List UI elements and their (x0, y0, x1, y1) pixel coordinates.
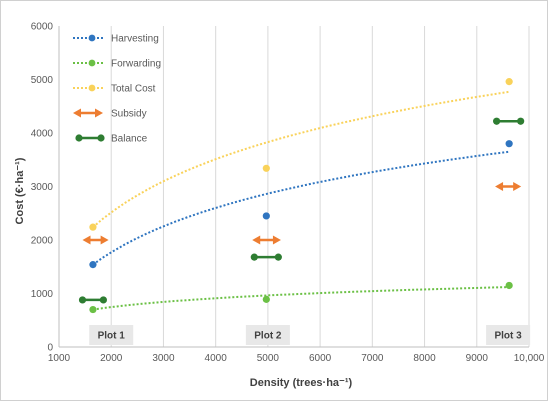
arrow-head-left (252, 235, 261, 245)
x-tick-label: 5000 (257, 353, 280, 364)
data-point (89, 223, 97, 231)
trendline (92, 90, 510, 228)
plot-label-box (486, 325, 531, 345)
legend-swatch-balance (75, 134, 105, 142)
dumbbell-end (75, 134, 83, 142)
legend-swatch-marker (88, 59, 96, 67)
legend-swatch-marker (88, 34, 96, 42)
y-tick-label: 6000 (31, 22, 54, 33)
grid-layer (110, 26, 530, 347)
legend-label: Forwarding (111, 59, 161, 70)
dumbbell-end (493, 117, 501, 125)
arrow-head-right (272, 235, 281, 245)
y-tick-label: 5000 (31, 75, 54, 86)
data-point (89, 261, 97, 269)
x-tick-label: 8000 (413, 353, 436, 364)
dumbbell-end (99, 296, 107, 304)
plot-label: Plot 2 (254, 331, 282, 342)
x-tick-label: 3000 (152, 353, 175, 364)
y-tick-label: 3000 (31, 182, 54, 193)
balance-bar (78, 296, 107, 304)
data-point (505, 78, 513, 86)
x-tick-label: 2000 (100, 353, 123, 364)
dumbbell-end (250, 253, 258, 261)
subsidy-arrow (495, 182, 522, 191)
x-tick-label: 9000 (466, 353, 489, 364)
data-point (262, 295, 270, 303)
y-axis-title: Cost (€·ha⁻¹) (14, 157, 26, 224)
x-tick-label: 7000 (361, 353, 384, 364)
trend-layer (92, 90, 510, 311)
trendline (92, 150, 510, 266)
dumbbell-end (78, 296, 87, 304)
plot-label: Plot 3 (494, 331, 522, 342)
dumbbell-end (274, 253, 282, 261)
balance-bar (250, 253, 282, 261)
arrow-head-left (495, 182, 504, 191)
y-tick-label: 4000 (31, 129, 54, 140)
plot-label-box (245, 325, 290, 345)
legend-label: Harvesting (111, 34, 159, 45)
dumbbell-end (97, 134, 105, 142)
balance-bar (493, 117, 525, 125)
y-tick-label: 0 (47, 343, 53, 354)
legend-layer: Harvesting Forwarding Total Cost Subsidy Bal… (73, 34, 161, 145)
data-point (262, 212, 270, 220)
data-point (89, 305, 97, 314)
legend-swatch-marker (88, 84, 96, 92)
y-tick-label: 1000 (31, 289, 54, 300)
data-point (262, 164, 270, 172)
subsidy-arrow (82, 235, 109, 245)
y-tick-label: 2000 (31, 236, 54, 247)
x-tick-label: 4000 (205, 353, 228, 364)
arrow-head-right (513, 182, 522, 191)
arrow-head-right (95, 108, 103, 118)
arrow-head-left (82, 235, 91, 245)
x-tick-label: 10,000 (514, 353, 545, 364)
dumbbell-end (517, 117, 525, 125)
plot-label: Plot 1 (98, 331, 126, 342)
arrow-head-left (73, 108, 81, 118)
data-point (505, 140, 513, 148)
x-tick-label: 6000 (309, 353, 332, 364)
arrow-head-right (100, 235, 109, 245)
trendline (92, 286, 510, 311)
annotation-layer: Plot 1 Plot 2 Plot 3 (89, 325, 531, 345)
x-axis-title: Density (trees·ha⁻¹) (250, 377, 353, 389)
subsidy-arrow (252, 235, 281, 245)
legend-label: Subsidy (111, 109, 147, 120)
legend-swatch-subsidy (73, 108, 103, 118)
data-point (505, 281, 513, 290)
axes-layer: 1000 2000 3000 4000 5000 6000 7000 8000 9000 10,0… (31, 22, 545, 365)
x-tick-label: 1000 (48, 353, 71, 364)
marks-layer (78, 78, 525, 314)
plot-label-box (89, 325, 134, 345)
legend-label: Balance (111, 134, 148, 145)
legend-label: Total Cost (111, 84, 156, 95)
